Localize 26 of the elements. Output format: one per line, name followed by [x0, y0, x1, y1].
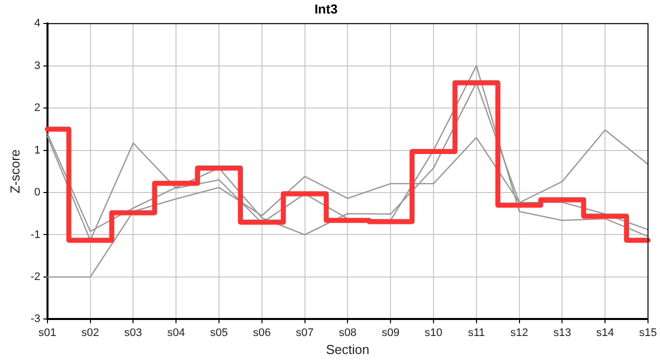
- y-tick-label: 1: [34, 144, 40, 156]
- y-tick-label: 3: [34, 60, 40, 72]
- x-tick-label: s07: [296, 326, 314, 339]
- x-tick-label: s06: [253, 326, 271, 339]
- y-axis-title: Z-score: [7, 149, 22, 194]
- x-tick-label: s08: [338, 326, 357, 339]
- x-tick-label: s01: [38, 326, 56, 339]
- x-axis-title: Section: [326, 342, 370, 357]
- x-tick-label: s12: [510, 326, 528, 339]
- x-tick-label: s03: [124, 326, 142, 339]
- x-tick-label: s10: [424, 326, 442, 339]
- y-tick-label: -1: [30, 228, 40, 241]
- y-tick-label: 4: [34, 18, 40, 30]
- x-tick-label: s13: [553, 326, 572, 339]
- x-tick-label: s09: [382, 326, 400, 339]
- x-tick-label: s04: [167, 326, 185, 339]
- chart-title: Int3: [314, 1, 338, 16]
- x-tick-label: s15: [639, 326, 657, 339]
- x-tick-label: s02: [81, 326, 100, 339]
- y-tick-label: 0: [34, 186, 40, 199]
- x-tick-label: s14: [596, 326, 614, 339]
- y-tick-label: -2: [30, 271, 40, 284]
- x-tick-label: s05: [210, 326, 228, 339]
- y-tick-label: -3: [30, 313, 40, 326]
- x-tick-label: s11: [468, 326, 485, 339]
- y-tick-label: 2: [34, 102, 40, 114]
